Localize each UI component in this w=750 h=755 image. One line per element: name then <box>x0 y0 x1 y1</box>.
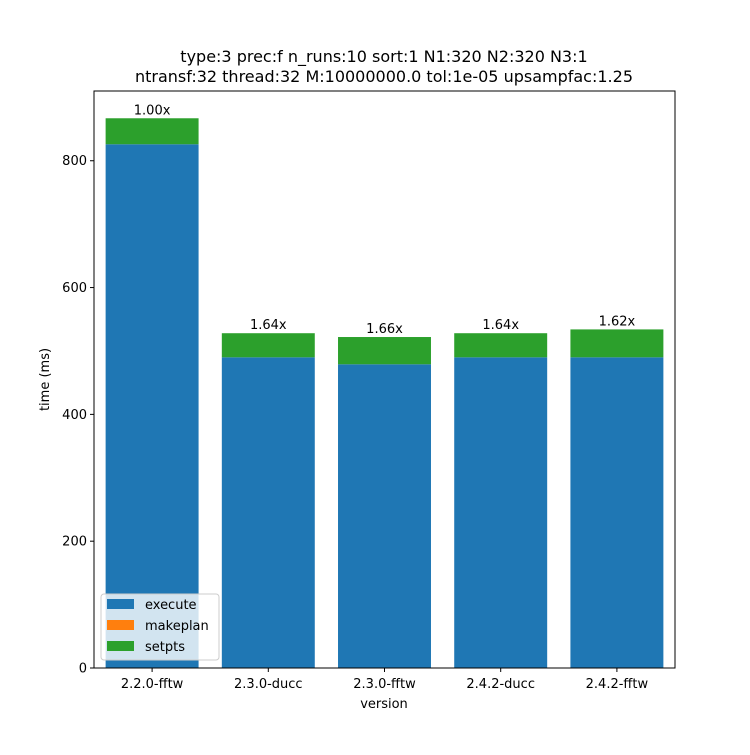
legend-label-makeplan: makeplan <box>145 619 209 634</box>
bar-setpts <box>454 333 548 358</box>
legend-label-execute: execute <box>145 598 197 613</box>
bar-execute <box>105 144 199 668</box>
bar-label: 1.00x <box>134 103 171 118</box>
bar-execute <box>221 357 315 668</box>
chart-title-line-2: ntransf:32 thread:32 M:10000000.0 tol:1e… <box>135 67 633 86</box>
y-tick-label: 400 <box>62 408 87 423</box>
x-axis-label: version <box>360 697 408 712</box>
bar-setpts <box>221 333 315 358</box>
bar-setpts <box>570 329 664 358</box>
chart-title-line-1: type:3 prec:f n_runs:10 sort:1 N1:320 N2… <box>180 47 587 67</box>
y-tick-label: 0 <box>79 662 87 677</box>
y-axis: 0 200 400 600 800 <box>62 154 94 677</box>
plot-area: 1.00x 1.64x 1.66x 1.64x 1.62x <box>105 103 664 668</box>
bar-label: 1.64x <box>482 318 519 333</box>
x-tick-label: 2.4.2-ducc <box>466 677 535 692</box>
bar-execute <box>570 357 664 668</box>
bar-execute <box>338 364 431 668</box>
y-tick-label: 800 <box>62 154 87 169</box>
bar-setpts <box>338 337 431 365</box>
legend-label-setpts: setpts <box>145 640 185 655</box>
legend: execute makeplan setpts <box>100 593 220 661</box>
y-axis-label: time (ms) <box>38 348 53 411</box>
x-axis: 2.2.0-fftw 2.3.0-ducc 2.3.0-fftw 2.4.2-ducc… <box>121 668 649 692</box>
bar-label: 1.64x <box>250 318 287 333</box>
legend-swatch-setpts <box>107 641 134 651</box>
x-tick-label: 2.3.0-ducc <box>234 677 303 692</box>
bar-execute <box>454 357 548 668</box>
legend-swatch-execute <box>107 599 134 609</box>
x-tick-label: 2.2.0-fftw <box>121 677 184 692</box>
x-tick-label: 2.4.2-fftw <box>586 677 649 692</box>
bar-label: 1.66x <box>366 322 403 337</box>
bar-label: 1.62x <box>599 314 636 329</box>
y-tick-label: 200 <box>62 535 87 550</box>
y-tick-label: 600 <box>62 281 87 296</box>
legend-swatch-makeplan <box>107 620 134 630</box>
x-tick-label: 2.3.0-fftw <box>353 677 416 692</box>
bar-setpts <box>105 118 199 145</box>
